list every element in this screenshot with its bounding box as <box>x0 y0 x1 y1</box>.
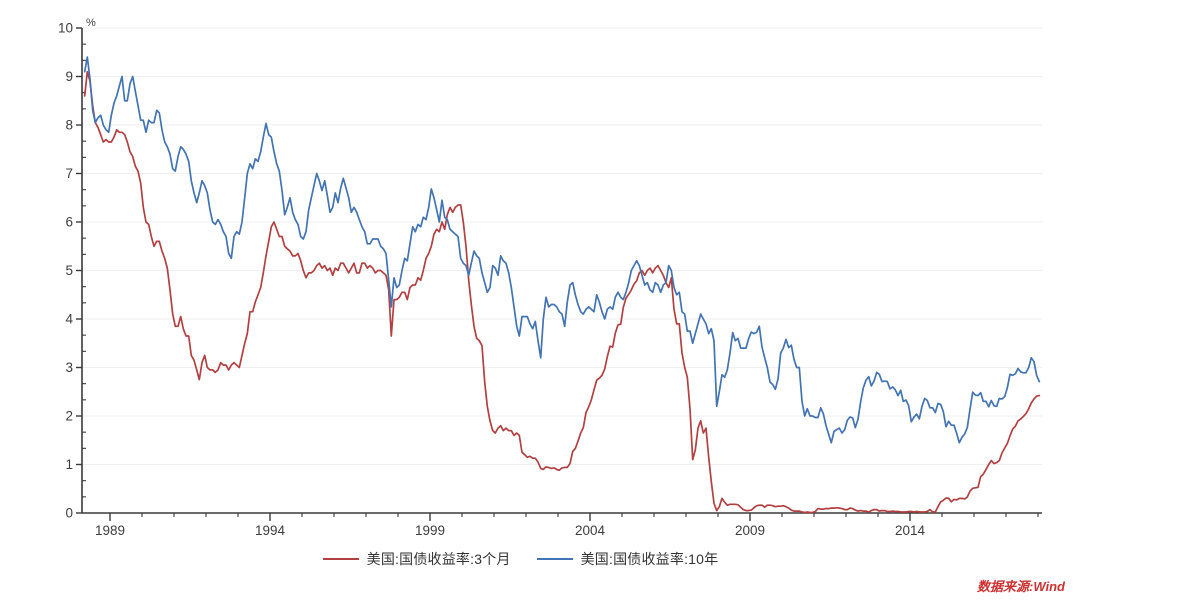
line-chart-plot: 0 1 2 3 4 5 6 7 8 9 10 % 1989 1994 1999 2004 2009 2014 <box>58 17 1042 538</box>
legend-item-3m: 美国:国债收益率:3个月 <box>322 549 511 569</box>
legend: 美国:国债收益率:3个月 美国:国债收益率:10年 <box>0 549 1041 569</box>
x-axis-tick-label: 1999 <box>415 523 445 538</box>
x-axis-tick-label: 1989 <box>95 523 125 538</box>
y-axis-tick-label: 0 <box>65 506 73 521</box>
y-axis-tick-label: 8 <box>65 118 73 133</box>
data-source-note: 数据来源:Wind <box>977 579 1065 594</box>
y-axis-unit-label: % <box>86 17 96 29</box>
legend-line-swatch-3m <box>322 558 359 560</box>
y-axis-tick-label: 6 <box>65 215 73 230</box>
x-axis-tick-label: 2004 <box>575 523 606 538</box>
y-axis-tick-label: 4 <box>65 312 73 327</box>
y-axis-tick-label: 9 <box>65 69 73 84</box>
x-axis-tick-label: 2009 <box>735 523 765 538</box>
y-axis-tick-label: 1 <box>65 457 73 472</box>
y-axis-tick-label: 2 <box>65 409 73 424</box>
legend-item-10y: 美国:国债收益率:10年 <box>536 549 719 569</box>
x-axis-tick-label: 2014 <box>895 523 926 538</box>
y-axis-tick-label: 7 <box>65 166 73 181</box>
x-axis-tick-label: 1994 <box>255 523 286 538</box>
series-line-3m <box>83 70 1041 514</box>
y-axis-tick-label: 5 <box>65 263 73 278</box>
y-axis-tick-label: 10 <box>58 21 73 36</box>
legend-label-3m: 美国:国债收益率:3个月 <box>366 551 511 567</box>
legend-label-10y: 美国:国债收益率:10年 <box>580 551 719 567</box>
y-axis-tick-label: 3 <box>65 360 73 375</box>
series-line-10y <box>83 56 1041 444</box>
legend-line-swatch-10y <box>536 558 573 560</box>
